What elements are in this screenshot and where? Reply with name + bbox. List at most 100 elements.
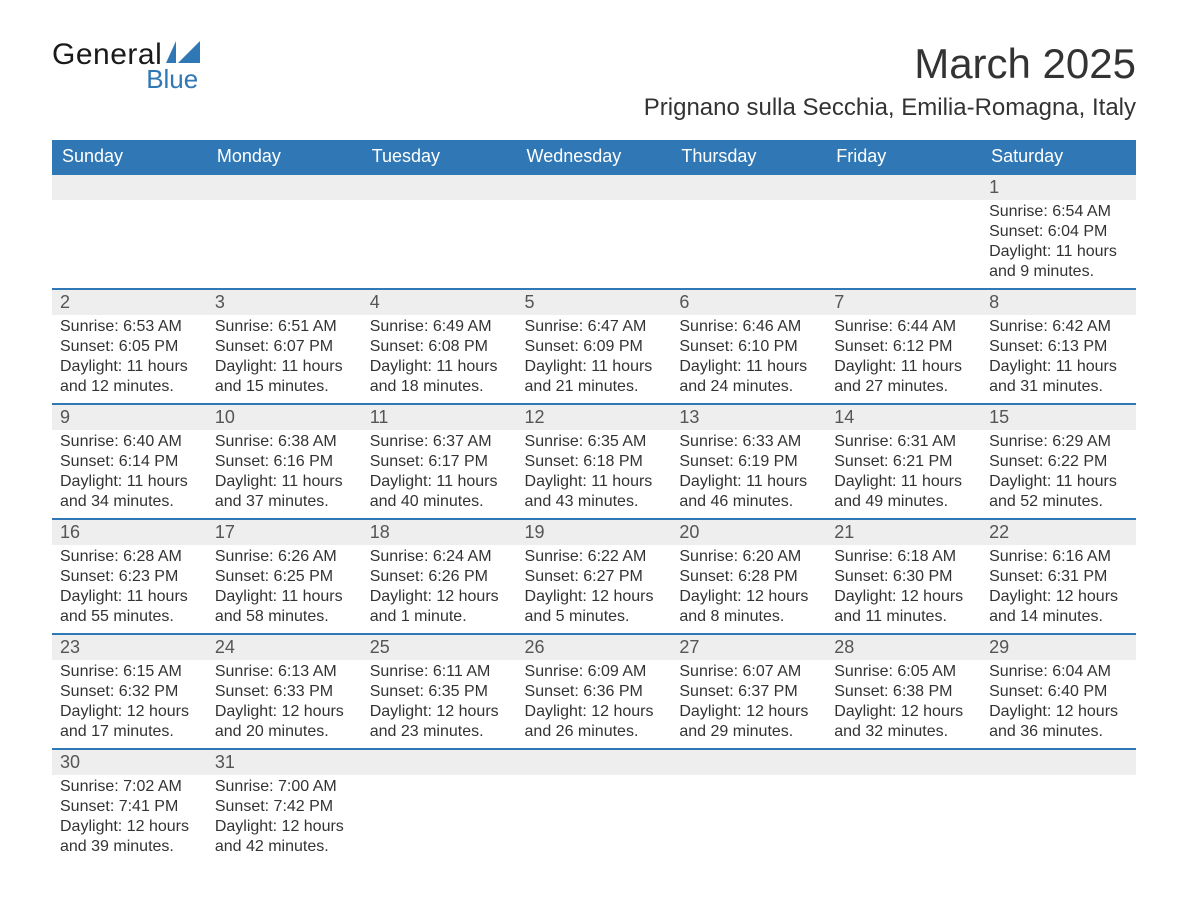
day-detail-cell: Sunrise: 6:54 AMSunset: 6:04 PMDaylight:… bbox=[981, 200, 1136, 289]
daylight-line-2: and 46 minutes. bbox=[679, 492, 818, 512]
weekday-header: Monday bbox=[207, 140, 362, 174]
sunrise-text: Sunrise: 6:22 AM bbox=[525, 547, 664, 567]
daylight-line-1: Daylight: 11 hours bbox=[679, 472, 818, 492]
daylight-line-2: and 42 minutes. bbox=[215, 837, 354, 857]
day-number-row: 23242526272829 bbox=[52, 634, 1136, 660]
weekday-header: Friday bbox=[826, 140, 981, 174]
sunset-text: Sunset: 6:12 PM bbox=[834, 337, 973, 357]
daylight-line-2: and 34 minutes. bbox=[60, 492, 199, 512]
daylight-line-2: and 1 minute. bbox=[370, 607, 509, 627]
weekday-header-row: Sunday Monday Tuesday Wednesday Thursday… bbox=[52, 140, 1136, 174]
sunset-text: Sunset: 6:31 PM bbox=[989, 567, 1128, 587]
sunset-text: Sunset: 6:26 PM bbox=[370, 567, 509, 587]
sunset-text: Sunset: 6:04 PM bbox=[989, 222, 1128, 242]
daylight-line-2: and 32 minutes. bbox=[834, 722, 973, 742]
day-number-cell bbox=[671, 749, 826, 775]
sunset-text: Sunset: 6:13 PM bbox=[989, 337, 1128, 357]
day-number-cell bbox=[671, 174, 826, 200]
page-title: March 2025 bbox=[644, 40, 1136, 88]
daylight-line-1: Daylight: 11 hours bbox=[989, 472, 1128, 492]
sunset-text: Sunset: 6:27 PM bbox=[525, 567, 664, 587]
daylight-line-1: Daylight: 12 hours bbox=[215, 817, 354, 837]
day-number-cell bbox=[517, 749, 672, 775]
sunrise-text: Sunrise: 6:40 AM bbox=[60, 432, 199, 452]
day-detail-cell: Sunrise: 6:13 AMSunset: 6:33 PMDaylight:… bbox=[207, 660, 362, 749]
day-number-cell: 22 bbox=[981, 519, 1136, 545]
day-number-cell: 13 bbox=[671, 404, 826, 430]
day-number-cell: 23 bbox=[52, 634, 207, 660]
day-number-cell: 28 bbox=[826, 634, 981, 660]
daylight-line-2: and 17 minutes. bbox=[60, 722, 199, 742]
day-number-cell: 15 bbox=[981, 404, 1136, 430]
daylight-line-2: and 14 minutes. bbox=[989, 607, 1128, 627]
header: General Blue March 2025 Prignano sulla S… bbox=[52, 40, 1136, 122]
day-detail-cell bbox=[671, 200, 826, 289]
day-detail-cell: Sunrise: 6:20 AMSunset: 6:28 PMDaylight:… bbox=[671, 545, 826, 634]
daylight-line-1: Daylight: 11 hours bbox=[989, 242, 1128, 262]
daylight-line-2: and 26 minutes. bbox=[525, 722, 664, 742]
daylight-line-1: Daylight: 12 hours bbox=[525, 702, 664, 722]
daylight-line-1: Daylight: 12 hours bbox=[60, 702, 199, 722]
sunrise-text: Sunrise: 6:20 AM bbox=[679, 547, 818, 567]
daylight-line-2: and 18 minutes. bbox=[370, 377, 509, 397]
day-detail-cell: Sunrise: 6:04 AMSunset: 6:40 PMDaylight:… bbox=[981, 660, 1136, 749]
day-number-cell bbox=[826, 174, 981, 200]
day-detail-cell bbox=[671, 775, 826, 863]
sunset-text: Sunset: 6:08 PM bbox=[370, 337, 509, 357]
daylight-line-2: and 39 minutes. bbox=[60, 837, 199, 857]
day-detail-cell bbox=[981, 775, 1136, 863]
sunrise-text: Sunrise: 6:44 AM bbox=[834, 317, 973, 337]
sunrise-text: Sunrise: 6:46 AM bbox=[679, 317, 818, 337]
daylight-line-1: Daylight: 12 hours bbox=[370, 587, 509, 607]
daylight-line-1: Daylight: 12 hours bbox=[834, 702, 973, 722]
day-number-cell: 16 bbox=[52, 519, 207, 545]
sunset-text: Sunset: 6:37 PM bbox=[679, 682, 818, 702]
day-detail-cell: Sunrise: 6:28 AMSunset: 6:23 PMDaylight:… bbox=[52, 545, 207, 634]
daylight-line-1: Daylight: 12 hours bbox=[370, 702, 509, 722]
daylight-line-1: Daylight: 11 hours bbox=[834, 472, 973, 492]
daylight-line-1: Daylight: 11 hours bbox=[989, 357, 1128, 377]
sunrise-text: Sunrise: 7:00 AM bbox=[215, 777, 354, 797]
daylight-line-2: and 24 minutes. bbox=[679, 377, 818, 397]
sunrise-text: Sunrise: 6:24 AM bbox=[370, 547, 509, 567]
daylight-line-1: Daylight: 11 hours bbox=[215, 357, 354, 377]
day-number-cell: 24 bbox=[207, 634, 362, 660]
day-detail-cell bbox=[362, 200, 517, 289]
day-detail-cell: Sunrise: 6:11 AMSunset: 6:35 PMDaylight:… bbox=[362, 660, 517, 749]
sunrise-text: Sunrise: 6:16 AM bbox=[989, 547, 1128, 567]
day-number-cell bbox=[362, 174, 517, 200]
location-subtitle: Prignano sulla Secchia, Emilia-Romagna, … bbox=[644, 94, 1136, 122]
day-detail-cell bbox=[362, 775, 517, 863]
day-number-cell: 29 bbox=[981, 634, 1136, 660]
daylight-line-2: and 52 minutes. bbox=[989, 492, 1128, 512]
day-number-cell: 4 bbox=[362, 289, 517, 315]
daylight-line-1: Daylight: 12 hours bbox=[679, 587, 818, 607]
day-number-cell: 6 bbox=[671, 289, 826, 315]
sunrise-text: Sunrise: 6:18 AM bbox=[834, 547, 973, 567]
day-detail-cell: Sunrise: 6:35 AMSunset: 6:18 PMDaylight:… bbox=[517, 430, 672, 519]
day-number-cell bbox=[362, 749, 517, 775]
sunset-text: Sunset: 6:40 PM bbox=[989, 682, 1128, 702]
day-detail-cell: Sunrise: 6:40 AMSunset: 6:14 PMDaylight:… bbox=[52, 430, 207, 519]
day-number-row: 1 bbox=[52, 174, 1136, 200]
day-number-cell bbox=[981, 749, 1136, 775]
daylight-line-2: and 36 minutes. bbox=[989, 722, 1128, 742]
sunset-text: Sunset: 6:32 PM bbox=[60, 682, 199, 702]
sunrise-text: Sunrise: 6:05 AM bbox=[834, 662, 973, 682]
day-number-cell: 30 bbox=[52, 749, 207, 775]
day-detail-cell: Sunrise: 6:49 AMSunset: 6:08 PMDaylight:… bbox=[362, 315, 517, 404]
daylight-line-2: and 31 minutes. bbox=[989, 377, 1128, 397]
sunset-text: Sunset: 6:10 PM bbox=[679, 337, 818, 357]
daylight-line-1: Daylight: 12 hours bbox=[679, 702, 818, 722]
sunrise-text: Sunrise: 6:35 AM bbox=[525, 432, 664, 452]
daylight-line-2: and 23 minutes. bbox=[370, 722, 509, 742]
sunrise-text: Sunrise: 6:11 AM bbox=[370, 662, 509, 682]
sunset-text: Sunset: 6:18 PM bbox=[525, 452, 664, 472]
daylight-line-1: Daylight: 11 hours bbox=[679, 357, 818, 377]
day-number-cell: 31 bbox=[207, 749, 362, 775]
brand-logo: General Blue bbox=[52, 40, 200, 92]
day-number-cell: 3 bbox=[207, 289, 362, 315]
day-number-row: 2345678 bbox=[52, 289, 1136, 315]
day-detail-cell: Sunrise: 6:38 AMSunset: 6:16 PMDaylight:… bbox=[207, 430, 362, 519]
daylight-line-2: and 15 minutes. bbox=[215, 377, 354, 397]
